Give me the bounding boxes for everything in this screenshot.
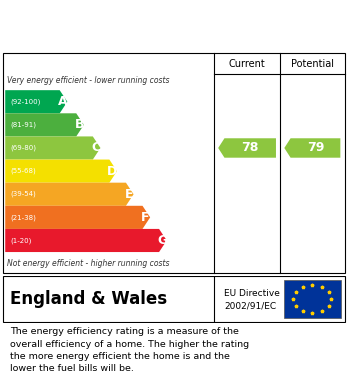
- Text: (69-80): (69-80): [10, 145, 37, 151]
- Text: B: B: [74, 118, 84, 131]
- Text: Potential: Potential: [291, 59, 334, 69]
- Text: Very energy efficient - lower running costs: Very energy efficient - lower running co…: [7, 75, 169, 84]
- Text: (39-54): (39-54): [10, 191, 36, 197]
- Polygon shape: [5, 229, 167, 252]
- Text: 2002/91/EC: 2002/91/EC: [224, 301, 277, 311]
- Text: (21-38): (21-38): [10, 214, 36, 221]
- Text: The energy efficiency rating is a measure of the
overall efficiency of a home. T: The energy efficiency rating is a measur…: [10, 327, 250, 373]
- Text: A: A: [58, 95, 68, 108]
- Text: 78: 78: [242, 142, 259, 154]
- Text: (92-100): (92-100): [10, 99, 41, 105]
- Polygon shape: [5, 113, 84, 136]
- Text: Not energy efficient - higher running costs: Not energy efficient - higher running co…: [7, 259, 169, 268]
- Polygon shape: [5, 136, 101, 160]
- Text: 79: 79: [307, 142, 324, 154]
- Text: (81-91): (81-91): [10, 122, 37, 128]
- Bar: [284, 280, 341, 318]
- Text: (1-20): (1-20): [10, 237, 32, 244]
- Polygon shape: [5, 206, 150, 229]
- Text: Current: Current: [229, 59, 266, 69]
- Polygon shape: [5, 90, 68, 113]
- Text: F: F: [141, 211, 150, 224]
- Polygon shape: [5, 183, 134, 206]
- Text: EU Directive: EU Directive: [224, 289, 280, 298]
- Text: (55-68): (55-68): [10, 168, 36, 174]
- Polygon shape: [218, 138, 276, 158]
- Polygon shape: [284, 138, 340, 158]
- Text: D: D: [107, 165, 118, 178]
- Text: G: G: [157, 234, 167, 247]
- Text: Energy Efficiency Rating: Energy Efficiency Rating: [10, 19, 232, 34]
- Text: E: E: [125, 188, 133, 201]
- Polygon shape: [5, 160, 117, 183]
- Text: England & Wales: England & Wales: [10, 290, 168, 308]
- Text: C: C: [91, 142, 101, 154]
